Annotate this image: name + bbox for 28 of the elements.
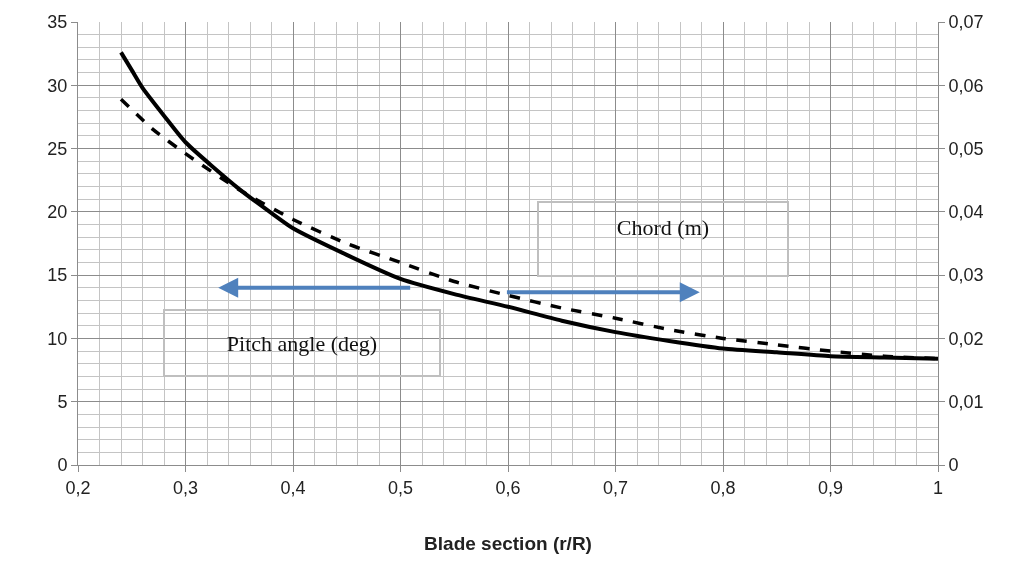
annotation: Pitch angle (deg) [226,330,378,356]
y2-tick-label: 0,04 [948,202,984,223]
y2-tick-label: 0,05 [948,138,984,159]
y-tick-label: 30 [47,75,68,96]
annotation: Chord (m) [616,215,710,240]
x-tick-label: 0,8 [710,477,736,498]
x-tick-label: 0,4 [280,477,306,498]
x-tick-label: 0,7 [602,477,629,498]
y-tick-label: 20 [47,202,68,223]
y2-tick-label: 0,03 [948,265,984,286]
x-tick-label: 0,9 [817,477,844,498]
x-tick-label: 1 [932,477,944,498]
x-tick-label: 0,5 [387,477,414,498]
y-tick-label: 0 [57,455,68,476]
y-tick-label: 35 [47,12,68,33]
y-tick-label: 15 [47,265,68,286]
y2-tick-label: 0,07 [948,12,984,33]
x-tick-label: 0,2 [65,477,91,498]
y-tick-label: 5 [57,392,68,413]
x-axis-title: Blade section (r/R) [424,533,592,555]
y2-tick-label: 0,02 [948,328,984,349]
x-tick-label: 0,3 [172,477,199,498]
y-tick-label: 10 [47,328,68,349]
y-tick-label: 25 [47,138,68,159]
y2-tick-label: 0 [948,455,959,476]
x-tick-label: 0,6 [495,477,521,498]
y2-tick-label: 0,01 [948,392,984,413]
y2-tick-label: 0,06 [948,75,984,96]
